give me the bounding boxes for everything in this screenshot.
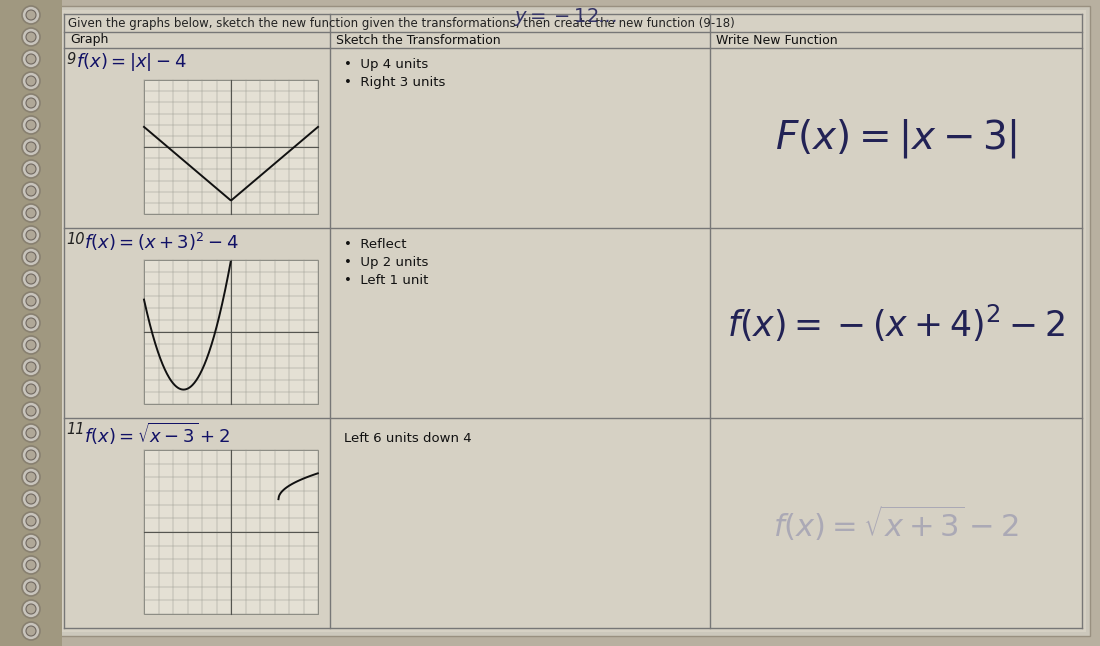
Text: •  Left 1 unit: • Left 1 unit <box>344 274 428 287</box>
Text: •  Right 3 units: • Right 3 units <box>344 76 446 89</box>
Circle shape <box>22 248 40 266</box>
Circle shape <box>26 626 36 636</box>
Circle shape <box>22 534 40 552</box>
Text: $f(x)=\sqrt{x+3}-2$: $f(x)=\sqrt{x+3}-2$ <box>773 503 1019 543</box>
Circle shape <box>22 622 40 640</box>
Circle shape <box>26 252 36 262</box>
Circle shape <box>22 600 40 618</box>
Circle shape <box>22 50 40 68</box>
Circle shape <box>22 28 40 46</box>
Circle shape <box>26 98 36 108</box>
Circle shape <box>26 318 36 328</box>
Circle shape <box>26 120 36 130</box>
Text: •  Up 2 units: • Up 2 units <box>344 256 428 269</box>
Circle shape <box>26 296 36 306</box>
Circle shape <box>26 450 36 460</box>
Circle shape <box>26 538 36 548</box>
Circle shape <box>26 472 36 482</box>
Circle shape <box>22 490 40 508</box>
Circle shape <box>26 340 36 350</box>
Circle shape <box>22 578 40 596</box>
Circle shape <box>26 164 36 174</box>
Text: Write New Function: Write New Function <box>716 34 837 47</box>
Text: •  Up 4 units: • Up 4 units <box>344 58 428 71</box>
Circle shape <box>22 446 40 464</box>
Circle shape <box>26 428 36 438</box>
Bar <box>0 0 62 646</box>
Circle shape <box>22 424 40 442</box>
Text: Given the graphs below, sketch the new function given the transformations, then : Given the graphs below, sketch the new f… <box>68 17 735 30</box>
Circle shape <box>26 494 36 504</box>
Circle shape <box>22 402 40 420</box>
Circle shape <box>22 182 40 200</box>
Text: $F(x)=|x-3|$: $F(x)=|x-3|$ <box>774 116 1018 160</box>
Circle shape <box>22 226 40 244</box>
Circle shape <box>22 358 40 376</box>
Bar <box>144 260 318 404</box>
Circle shape <box>26 186 36 196</box>
Circle shape <box>22 556 40 574</box>
Circle shape <box>26 362 36 372</box>
Circle shape <box>22 6 40 24</box>
Text: 11: 11 <box>66 422 85 437</box>
Circle shape <box>22 94 40 112</box>
Circle shape <box>26 406 36 416</box>
Circle shape <box>26 142 36 152</box>
Circle shape <box>22 138 40 156</box>
Text: $f(x)=(x+3)^2-4$: $f(x)=(x+3)^2-4$ <box>84 231 239 253</box>
Circle shape <box>26 32 36 42</box>
Circle shape <box>26 208 36 218</box>
Circle shape <box>22 270 40 288</box>
Circle shape <box>22 380 40 398</box>
Circle shape <box>26 582 36 592</box>
Text: Graph: Graph <box>70 34 109 47</box>
Circle shape <box>26 516 36 526</box>
Circle shape <box>22 72 40 90</box>
Circle shape <box>22 512 40 530</box>
Text: $f(x)=-(x+4)^2-2$: $f(x)=-(x+4)^2-2$ <box>727 302 1065 344</box>
Text: •  Reflect: • Reflect <box>344 238 407 251</box>
Circle shape <box>26 274 36 284</box>
Circle shape <box>26 54 36 64</box>
Circle shape <box>26 604 36 614</box>
Bar <box>144 450 318 614</box>
Circle shape <box>26 10 36 20</box>
Circle shape <box>26 384 36 394</box>
Circle shape <box>22 468 40 486</box>
Text: Sketch the Transformation: Sketch the Transformation <box>336 34 500 47</box>
Text: $f(x)=|x|-4$: $f(x)=|x|-4$ <box>76 51 187 73</box>
Circle shape <box>22 292 40 310</box>
Circle shape <box>22 314 40 332</box>
Text: 9: 9 <box>66 52 75 67</box>
Text: 10: 10 <box>66 232 85 247</box>
Circle shape <box>22 160 40 178</box>
Text: $f(x)=\sqrt{x-3}+2$: $f(x)=\sqrt{x-3}+2$ <box>84 421 230 447</box>
Circle shape <box>22 116 40 134</box>
Text: Left 6 units down 4: Left 6 units down 4 <box>344 432 472 445</box>
Circle shape <box>22 336 40 354</box>
Circle shape <box>26 560 36 570</box>
Bar <box>144 80 318 214</box>
Text: $y=-12$...: $y=-12$... <box>514 6 616 28</box>
Circle shape <box>22 204 40 222</box>
Circle shape <box>26 230 36 240</box>
Circle shape <box>26 76 36 86</box>
